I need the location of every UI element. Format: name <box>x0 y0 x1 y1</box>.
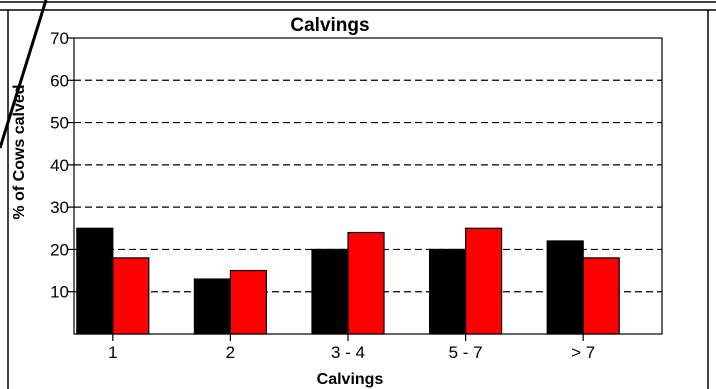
x-tick-label: > 7 <box>571 343 595 362</box>
x-tick-label: 2 <box>226 343 235 362</box>
bar <box>76 227 114 335</box>
y-tick-label: 70 <box>50 29 69 48</box>
x-tick-label: 1 <box>108 343 117 362</box>
y-ticks: 10 20 30 40 50 60 70 <box>50 29 74 302</box>
bar <box>582 257 620 335</box>
diagonal-stroke <box>0 0 48 149</box>
y-axis-title: % of Cows calved <box>11 84 28 219</box>
bar <box>112 257 150 335</box>
bar <box>229 269 267 335</box>
bar <box>347 231 385 335</box>
x-tick-label: 5 - 7 <box>449 343 483 362</box>
bar <box>429 248 467 335</box>
y-tick-label: 50 <box>50 114 69 133</box>
bars <box>76 227 620 335</box>
x-ticks: 1 2 3 - 4 5 - 7 > 7 <box>108 334 595 362</box>
bar <box>465 227 503 335</box>
y-tick-label: 20 <box>50 240 69 259</box>
x-axis-title: Calvings <box>317 371 384 388</box>
bar <box>311 248 349 335</box>
y-tick-label: 40 <box>50 156 69 175</box>
chart-title: Calvings <box>290 15 369 36</box>
x-tick-label: 3 - 4 <box>331 343 365 362</box>
y-tick-label: 60 <box>50 71 69 90</box>
plot-area-border <box>73 37 663 335</box>
bar <box>546 240 584 335</box>
y-tick-label: 30 <box>50 198 69 217</box>
bar <box>193 278 231 335</box>
y-tick-label: 10 <box>50 283 69 302</box>
